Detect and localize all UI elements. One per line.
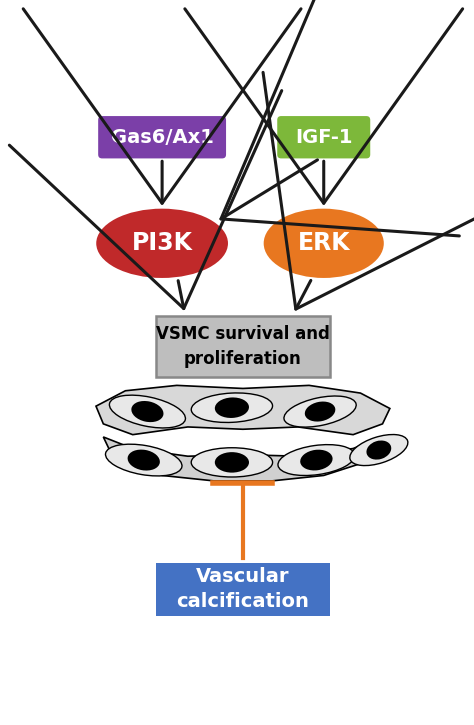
Ellipse shape <box>109 395 185 428</box>
FancyBboxPatch shape <box>277 116 370 159</box>
Text: ERK: ERK <box>297 231 350 255</box>
Ellipse shape <box>284 396 356 427</box>
FancyBboxPatch shape <box>156 316 330 377</box>
Text: VSMC survival and
proliferation: VSMC survival and proliferation <box>156 325 330 368</box>
Text: PI3K: PI3K <box>132 231 192 255</box>
Ellipse shape <box>366 441 391 460</box>
FancyBboxPatch shape <box>156 563 330 616</box>
Ellipse shape <box>128 450 160 471</box>
Ellipse shape <box>191 448 273 477</box>
Ellipse shape <box>215 397 249 418</box>
Ellipse shape <box>106 444 182 476</box>
FancyBboxPatch shape <box>98 116 226 159</box>
Text: IGF-1: IGF-1 <box>295 128 353 146</box>
Polygon shape <box>96 386 390 435</box>
Ellipse shape <box>264 209 384 278</box>
Ellipse shape <box>96 209 228 278</box>
Polygon shape <box>103 437 383 481</box>
Ellipse shape <box>215 452 249 473</box>
Ellipse shape <box>278 444 355 476</box>
Text: Gas6/Ax1: Gas6/Ax1 <box>110 128 214 146</box>
Ellipse shape <box>131 401 164 422</box>
Ellipse shape <box>300 450 333 471</box>
Ellipse shape <box>350 434 408 465</box>
Ellipse shape <box>305 402 335 421</box>
Text: Vascular
calcification: Vascular calcification <box>176 568 310 611</box>
Ellipse shape <box>191 393 273 423</box>
